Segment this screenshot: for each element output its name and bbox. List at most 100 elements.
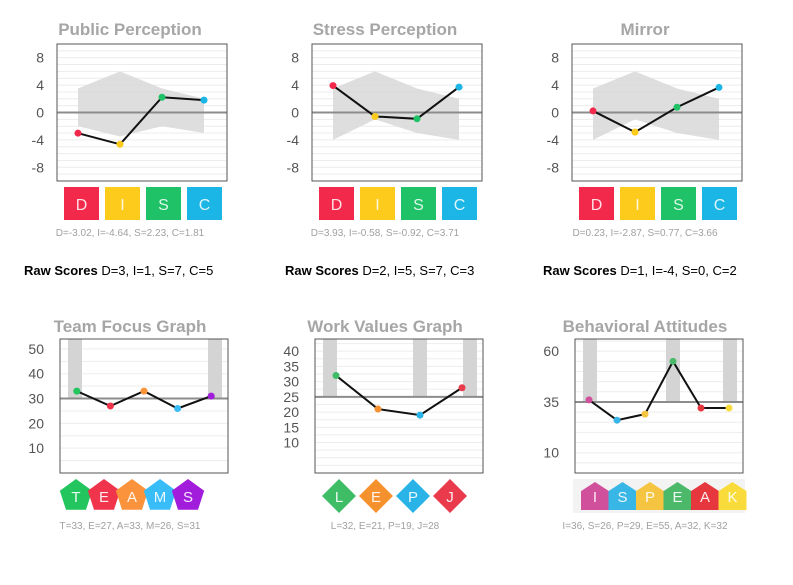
y-tick-label: 50 <box>28 341 44 357</box>
category-label: A <box>127 489 137 506</box>
raw-scores-label: Raw Scores <box>543 263 617 278</box>
shaded-column <box>583 339 597 402</box>
y-tick-label: 35 <box>543 394 559 410</box>
category-box <box>620 187 655 220</box>
category-shape <box>59 479 93 510</box>
series-line <box>332 84 460 120</box>
raw-scores-values: D=3, I=1, S=7, C=5 <box>101 263 214 278</box>
data-point <box>371 112 379 120</box>
data-point <box>207 392 215 400</box>
chart-summary: D=0.23, I=-2.87, S=0.77, C=3.66 <box>572 228 718 239</box>
data-point <box>174 404 182 412</box>
data-point <box>158 93 166 101</box>
category-label: D <box>591 197 603 214</box>
y-tick-label: 10 <box>543 445 559 461</box>
plot-frame <box>314 338 484 474</box>
data-point <box>673 103 681 111</box>
y-tick-label: -4 <box>547 132 560 148</box>
category-box <box>661 187 696 220</box>
chart-panel-work-values: Work Values Graph 40 35 30 25 20 15 10 L E P J L=3… <box>255 315 515 585</box>
category-shape <box>87 479 121 510</box>
y-tick-label: 0 <box>36 105 44 121</box>
raw-scores-3: Raw Scores D=1, I=-4, S=0, C=2 <box>543 263 737 278</box>
plot-frame <box>571 43 743 182</box>
category-label: D <box>76 197 88 214</box>
category-shape <box>608 482 637 510</box>
data-point <box>589 107 597 115</box>
category-label: E <box>371 489 381 506</box>
category-label: E <box>99 489 109 506</box>
category-label: C <box>199 197 211 214</box>
shaded-column <box>463 339 477 397</box>
raw-scores-label: Raw Scores <box>24 263 98 278</box>
category-box <box>360 187 395 220</box>
chart-panel-mirror: Mirror 8 4 0 -4 -8 D I S C D=0.23, I=-2.87, S=0.… <box>515 18 775 288</box>
data-point <box>669 357 677 365</box>
data-point <box>332 372 340 380</box>
data-point <box>140 387 148 395</box>
raw-scores-values: D=1, I=-4, S=0, C=2 <box>620 263 737 278</box>
category-label: P <box>645 489 655 506</box>
shaded-column <box>208 339 222 399</box>
y-tick-label: 0 <box>291 105 299 121</box>
plot-frame <box>311 43 483 182</box>
y-tick-label: 20 <box>28 415 44 431</box>
data-point <box>116 140 124 148</box>
category-label: S <box>413 197 424 214</box>
data-point <box>413 115 421 123</box>
data-point <box>455 83 463 91</box>
category-label: C <box>454 197 466 214</box>
data-point <box>73 387 81 395</box>
category-shape <box>143 479 177 510</box>
category-label: K <box>727 489 737 506</box>
chart-title: Behavioral Attitudes <box>562 317 728 336</box>
category-shape <box>171 479 205 510</box>
data-point <box>585 396 593 404</box>
data-point <box>725 404 733 412</box>
y-tick-label: 60 <box>543 343 559 359</box>
y-tick-label: 4 <box>291 77 299 93</box>
chart-title: Work Values Graph <box>307 317 463 336</box>
data-point <box>697 404 705 412</box>
category-shape <box>433 479 467 513</box>
category-label: P <box>408 489 418 506</box>
chart-summary: D=3.93, I=-0.58, S=-0.92, C=3.71 <box>310 228 460 239</box>
category-label: I <box>635 197 639 214</box>
chart-title: Mirror <box>620 20 670 39</box>
category-label: S <box>183 489 193 506</box>
chart-svg: 50 40 30 20 10 T E A M S <box>28 338 229 510</box>
chart-svg: 8 4 0 -4 -8 D I S C <box>547 43 743 220</box>
category-shape <box>115 479 149 510</box>
chart-title: Team Focus Graph <box>53 317 207 336</box>
shaded-column <box>413 339 427 397</box>
data-point <box>458 384 466 392</box>
y-tick-label: 10 <box>283 435 299 451</box>
y-tick-label: 15 <box>283 419 299 435</box>
data-point <box>416 411 424 419</box>
plot-frame <box>59 338 229 474</box>
y-tick-label: -4 <box>287 132 300 148</box>
y-tick-label: 20 <box>283 404 299 420</box>
category-label: I <box>120 197 124 214</box>
category-box <box>579 187 614 220</box>
range-band <box>333 71 459 140</box>
data-point <box>641 410 649 418</box>
category-label: T <box>71 489 80 506</box>
data-point <box>715 83 723 91</box>
chart-title: Public Perception <box>58 20 202 39</box>
y-tick-label: -8 <box>32 159 45 175</box>
chart-panel-public-perception: Public Perception 8 4 0 -4 -8 D I S C D=-3.02, I… <box>0 18 260 288</box>
range-band <box>78 71 204 137</box>
chart-panel-stress-perception: Stress Perception 8 4 0 -4 -8 D I S C D=3.93, I=… <box>255 18 515 288</box>
category-box <box>64 187 99 220</box>
category-label: L <box>335 489 343 506</box>
category-label: S <box>158 197 169 214</box>
y-tick-label: 40 <box>283 343 299 359</box>
series-line <box>588 359 729 422</box>
chart-svg: 60 35 10 I S P E A K <box>543 338 747 513</box>
y-tick-label: -4 <box>32 132 45 148</box>
category-label: J <box>446 489 454 506</box>
y-tick-label: -8 <box>547 159 560 175</box>
y-tick-label: 10 <box>28 440 44 456</box>
category-label: C <box>714 197 726 214</box>
